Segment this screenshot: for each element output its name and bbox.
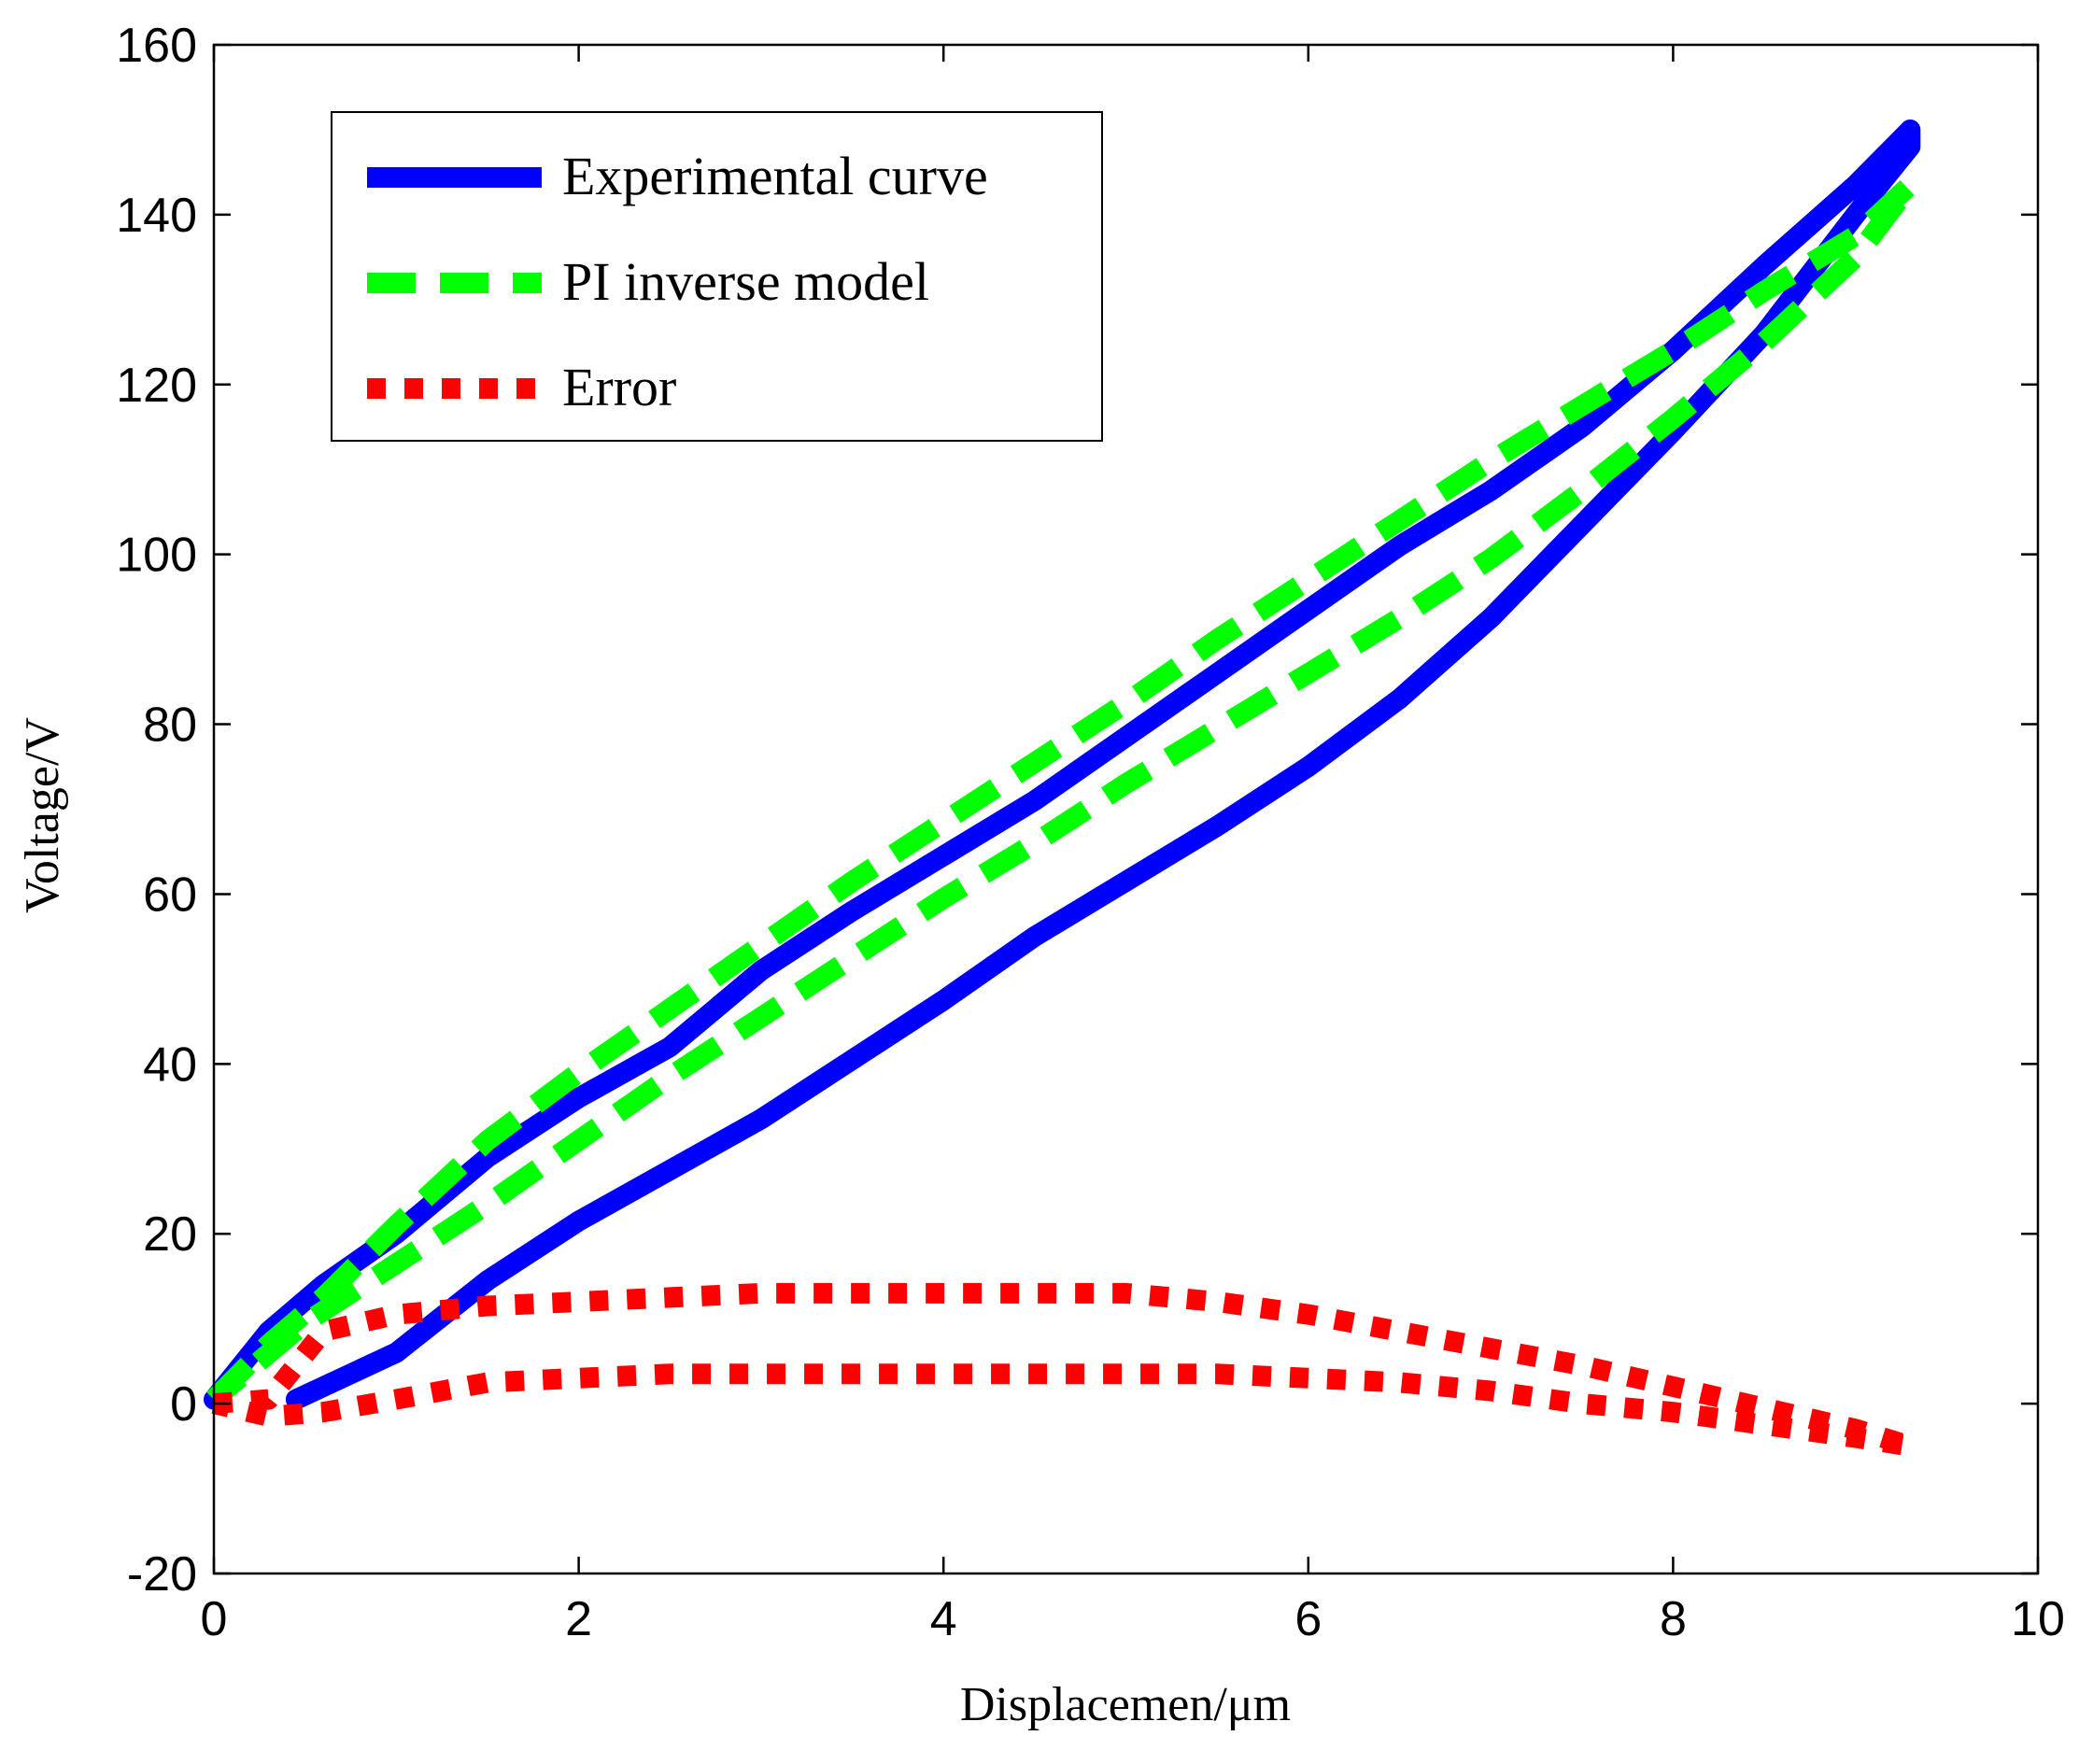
x-tick-label: 4 (930, 1592, 957, 1646)
legend-label: PI inverse model (562, 251, 929, 312)
legend: Experimental curve PI inverse model Error (331, 111, 1103, 442)
series-line-pi-inverse-model (206, 175, 1921, 1408)
x-tick-label: 10 (2011, 1592, 2065, 1646)
y-tick-label: 20 (143, 1207, 197, 1262)
y-tick-label: 40 (143, 1037, 197, 1092)
y-tick-label: 160 (116, 19, 197, 73)
y-tick-label: 60 (143, 868, 197, 922)
y-tick-label: 140 (116, 189, 197, 243)
series-line-error (211, 1282, 1921, 1457)
series-layer (204, 119, 1921, 1457)
x-axis-label: Displacemen/μm (960, 1678, 1291, 1731)
y-tick-label: 80 (143, 699, 197, 753)
x-tick-label: 2 (565, 1592, 592, 1646)
series-line-experimental-curve (204, 119, 1921, 1410)
plot-frame (212, 43, 2040, 1575)
x-tick-label: 0 (201, 1592, 228, 1646)
legend-label: Experimental curve (562, 146, 988, 206)
y-tick-label: 100 (116, 529, 197, 583)
y-axis-label: Voltage/V (16, 717, 69, 913)
x-tick-label: 6 (1294, 1592, 1322, 1646)
x-tick-label: 8 (1660, 1592, 1687, 1646)
y-tick-label: 0 (170, 1377, 197, 1432)
legend-entries: Experimental curve PI inverse model Error (367, 146, 988, 417)
legend-label: Error (562, 357, 676, 417)
y-tick-label: 120 (116, 359, 197, 413)
y-tick-label: -20 (127, 1547, 197, 1602)
